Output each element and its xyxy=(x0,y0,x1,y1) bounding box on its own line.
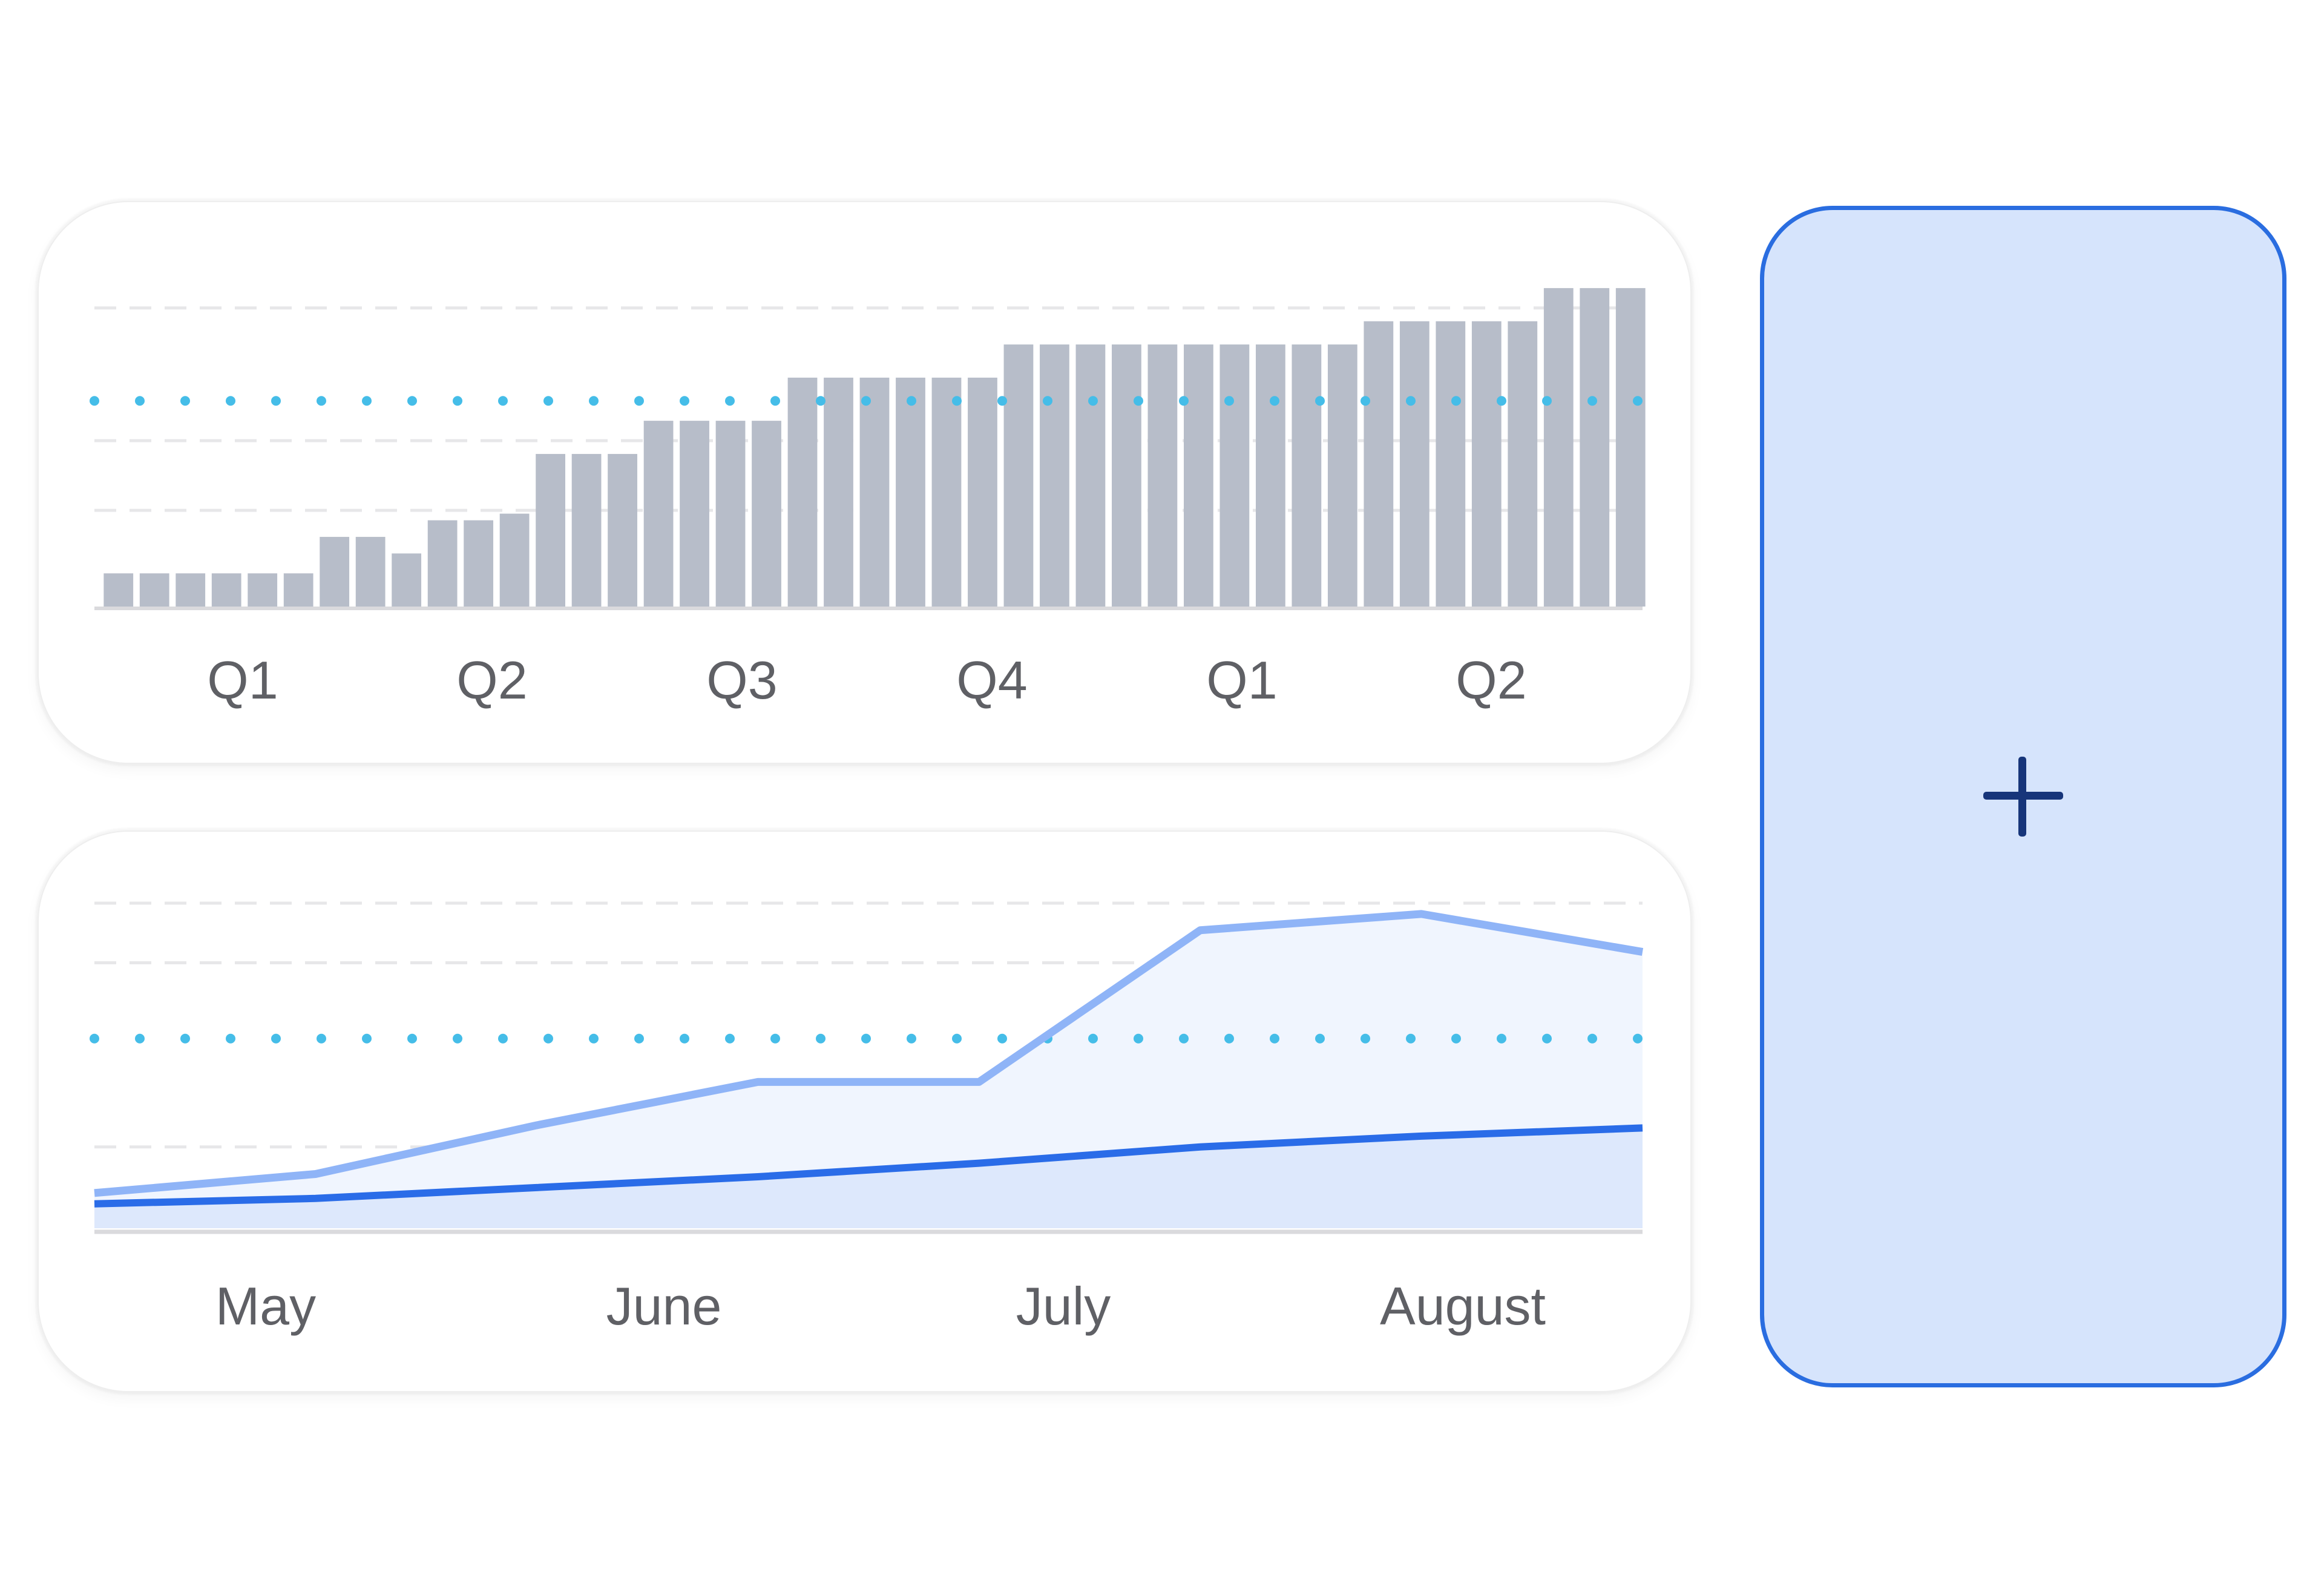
x-tick-label: Q1 xyxy=(1206,650,1277,710)
bar xyxy=(1147,344,1178,607)
bar xyxy=(824,377,853,607)
bar xyxy=(283,573,313,607)
bar xyxy=(176,573,206,607)
bar xyxy=(248,573,278,607)
bar xyxy=(1508,321,1538,607)
bar xyxy=(1003,344,1034,607)
plus-icon xyxy=(1983,757,2063,837)
x-tick-label: Q3 xyxy=(706,650,777,710)
bar-chart: Q1 Q2 Q3 Q4 Q1 Q2 xyxy=(90,288,1647,710)
bar xyxy=(859,377,890,607)
bar xyxy=(1580,288,1610,607)
bar xyxy=(715,421,746,607)
x-tick-label: July xyxy=(1016,1276,1111,1336)
bar xyxy=(1040,344,1069,607)
bar xyxy=(1112,344,1141,607)
x-tick-label: May xyxy=(215,1276,316,1336)
bar xyxy=(1543,288,1574,607)
bar xyxy=(211,573,241,607)
bar xyxy=(1471,321,1502,607)
bar xyxy=(1219,344,1250,607)
x-tick-label: June xyxy=(606,1276,722,1336)
x-tick-label: August xyxy=(1380,1276,1546,1336)
bar xyxy=(464,520,494,607)
bar xyxy=(931,377,962,607)
bar xyxy=(752,421,781,607)
bar xyxy=(680,421,709,607)
series-line xyxy=(94,910,1644,1197)
bar xyxy=(571,453,602,607)
bar xyxy=(139,573,169,607)
bar-chart-card: Q1 Q2 Q3 Q4 Q1 Q2 xyxy=(38,201,1692,764)
area-chart-card: May June July August xyxy=(38,831,1692,1392)
bar xyxy=(536,453,565,607)
bar xyxy=(320,536,350,607)
bar xyxy=(1255,344,1285,607)
add-widget-button[interactable] xyxy=(1760,206,2286,1387)
bar xyxy=(1399,321,1430,607)
series-line xyxy=(94,1124,1643,1208)
bar xyxy=(355,536,386,607)
bar xyxy=(1292,344,1322,607)
x-tick-label: Q4 xyxy=(956,650,1027,710)
bar xyxy=(643,421,674,607)
bar xyxy=(787,377,818,607)
bar xyxy=(392,553,422,607)
x-tick-label: Q2 xyxy=(456,650,527,710)
x-tick-label: Q2 xyxy=(1456,650,1526,710)
bar xyxy=(608,453,637,607)
x-tick-label: Q1 xyxy=(207,650,278,710)
bar xyxy=(1436,321,1466,607)
bar xyxy=(968,377,997,607)
area-chart: May June July August xyxy=(90,901,1647,1336)
bar xyxy=(103,573,134,607)
bar xyxy=(1184,344,1213,607)
bar xyxy=(1364,321,1394,607)
bar xyxy=(896,377,925,607)
series-area xyxy=(94,1128,1643,1228)
bar xyxy=(1615,288,1646,607)
bar xyxy=(499,513,530,607)
bar xyxy=(1075,344,1106,607)
bar xyxy=(1327,344,1357,607)
bar xyxy=(427,520,458,607)
